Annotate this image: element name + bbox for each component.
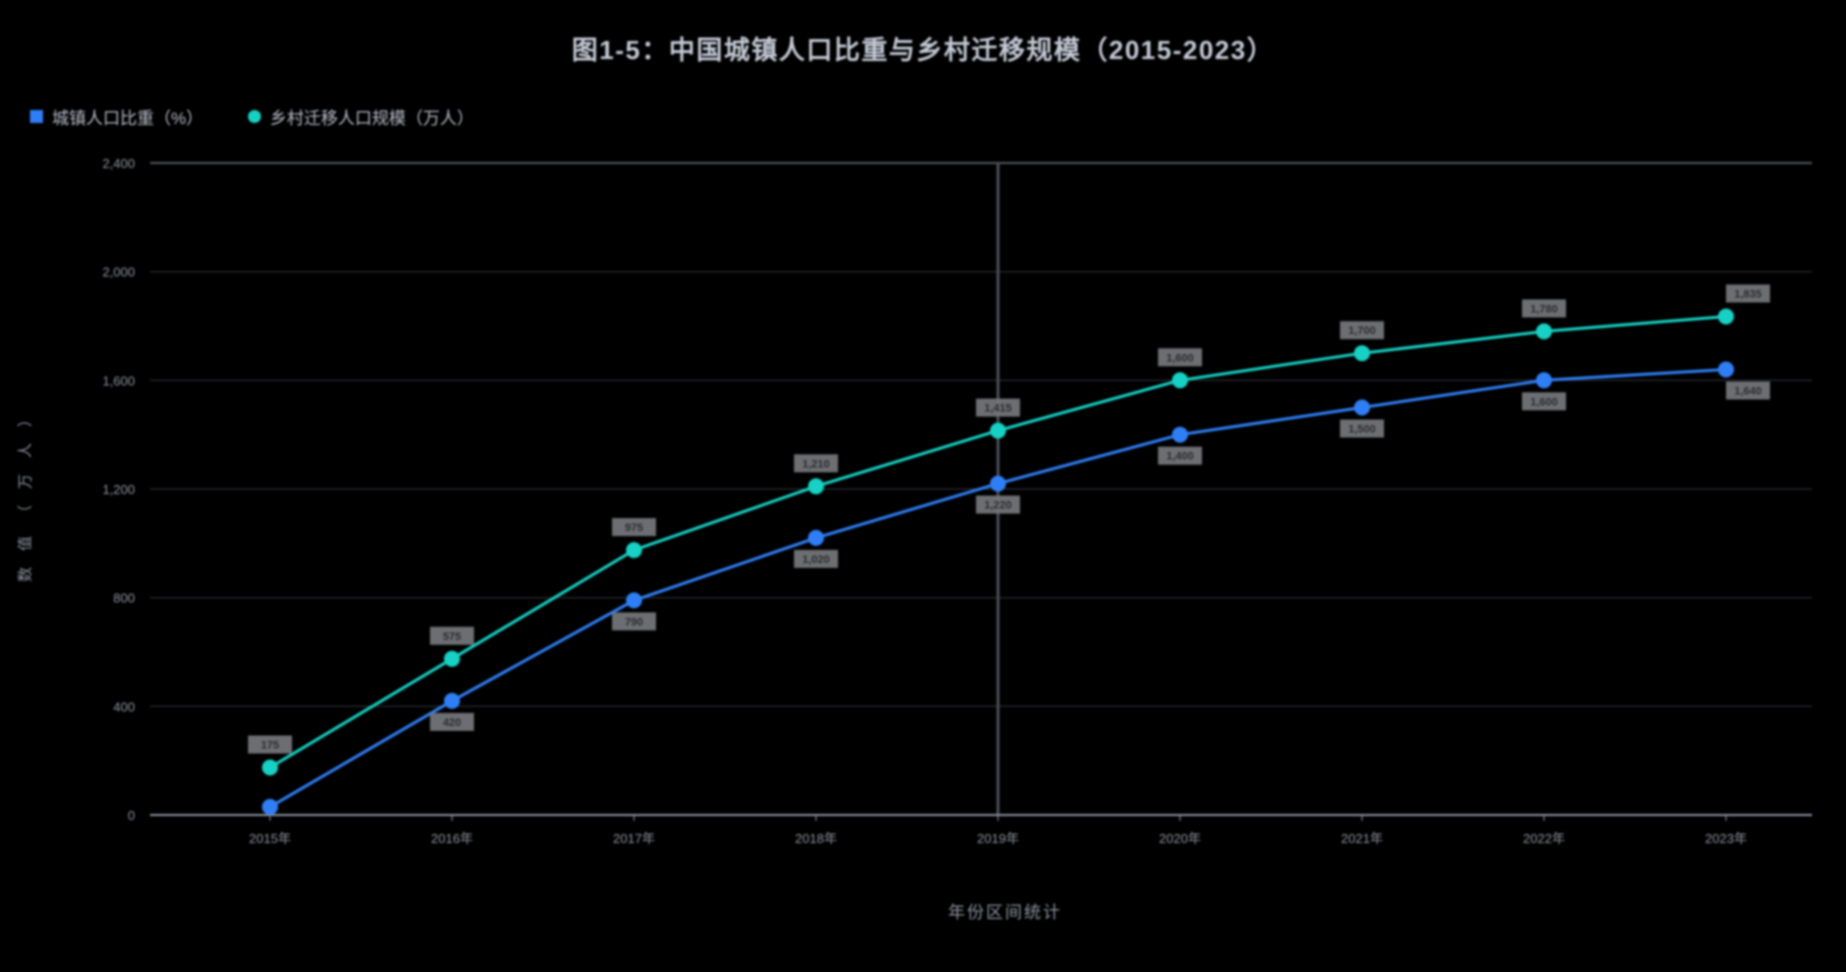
svg-text:175: 175: [261, 740, 279, 752]
svg-text:800: 800: [113, 591, 135, 606]
svg-text:1,780: 1,780: [1530, 303, 1558, 315]
svg-text:2016年: 2016年: [431, 831, 473, 846]
svg-text:1,210: 1,210: [802, 458, 830, 470]
svg-text:2015年: 2015年: [249, 831, 291, 846]
svg-text:2018年: 2018年: [795, 831, 837, 846]
svg-text:2022年: 2022年: [1523, 831, 1565, 846]
svg-text:2023年: 2023年: [1705, 831, 1747, 846]
svg-text:975: 975: [625, 522, 643, 534]
svg-text:1,600: 1,600: [1530, 396, 1558, 408]
svg-text:1,020: 1,020: [802, 554, 830, 566]
svg-text:1,835: 1,835: [1734, 289, 1762, 301]
svg-text:1,600: 1,600: [1166, 352, 1194, 364]
svg-text:790: 790: [625, 616, 643, 628]
svg-text:2,400: 2,400: [102, 156, 135, 171]
svg-text:1,200: 1,200: [102, 482, 135, 497]
svg-text:2020年: 2020年: [1159, 831, 1201, 846]
svg-text:数值（万人）: 数值（万人）: [17, 396, 34, 582]
svg-text:1,400: 1,400: [1166, 451, 1194, 463]
svg-text:1,415: 1,415: [984, 403, 1012, 415]
svg-text:1,600: 1,600: [102, 373, 135, 388]
svg-text:1,700: 1,700: [1348, 325, 1376, 337]
svg-text:420: 420: [443, 717, 461, 729]
svg-text:2,000: 2,000: [102, 265, 135, 280]
svg-text:1,500: 1,500: [1348, 424, 1376, 436]
svg-text:0: 0: [128, 808, 135, 823]
svg-text:575: 575: [443, 631, 461, 643]
svg-text:年份区间统计: 年份区间统计: [948, 903, 1062, 922]
svg-text:2019年: 2019年: [977, 831, 1019, 846]
svg-text:1,640: 1,640: [1734, 386, 1762, 398]
svg-text:400: 400: [113, 699, 135, 714]
svg-text:2017年: 2017年: [613, 831, 655, 846]
svg-text:1,220: 1,220: [984, 500, 1012, 512]
svg-text:2021年: 2021年: [1341, 831, 1383, 846]
